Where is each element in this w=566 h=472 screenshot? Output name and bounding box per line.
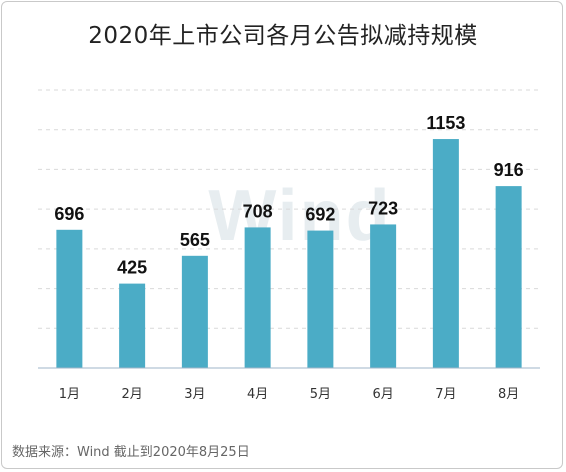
value-label-4: 708 (243, 201, 273, 221)
category-label-7: 7月 (435, 387, 456, 402)
category-labels: 1月 2月 3月 4月 5月 6月 7月 8月 (59, 387, 520, 402)
category-label-8: 8月 (498, 387, 519, 402)
value-label-3: 565 (180, 230, 210, 250)
bar-1 (56, 229, 83, 368)
bar-3 (181, 255, 208, 368)
bar-7 (432, 139, 459, 368)
category-label-1: 1月 (59, 387, 80, 402)
value-label-6: 723 (368, 198, 398, 218)
value-labels: 696 425 565 708 692 723 1153 916 (54, 113, 523, 278)
value-label-7: 1153 (426, 113, 465, 133)
category-label-5: 5月 (310, 387, 331, 402)
bar-4 (244, 227, 271, 368)
category-label-2: 2月 (121, 387, 142, 402)
watermark-text: Wind (208, 176, 391, 256)
value-label-2: 425 (117, 258, 147, 278)
bar-6 (370, 224, 397, 368)
value-label-8: 916 (494, 160, 524, 180)
bar-5 (307, 230, 334, 368)
category-label-4: 4月 (247, 387, 268, 402)
chart-title: 2020年上市公司各月公告拟减持规模 (88, 23, 478, 49)
value-label-5: 692 (305, 205, 335, 225)
value-label-1: 696 (54, 204, 84, 224)
category-label-3: 3月 (184, 387, 205, 402)
bar-8 (495, 186, 522, 368)
source-note: 数据来源：Wind 截止到2020年8月25日 (12, 445, 250, 460)
bars (56, 139, 522, 368)
category-label-6: 6月 (372, 387, 393, 402)
bar-2 (119, 283, 146, 368)
